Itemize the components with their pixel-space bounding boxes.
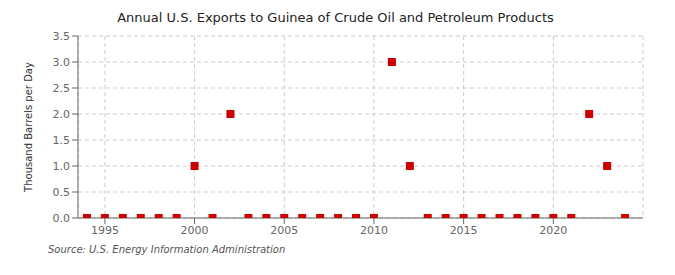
- svg-text:2020: 2020: [539, 224, 567, 237]
- svg-text:Thousand Barrels per Day: Thousand Barrels per Day: [23, 62, 34, 193]
- svg-text:2015: 2015: [450, 224, 478, 237]
- svg-text:1995: 1995: [91, 224, 119, 237]
- html-text:Annual U.S. Exports to Guinea: Annual U.S. Exports to Guinea of Crude O…: [117, 10, 554, 25]
- svg-text:2.0: 2.0: [53, 108, 71, 121]
- svg-text:3.5: 3.5: [53, 30, 71, 43]
- svg-text:0.0: 0.0: [53, 212, 71, 225]
- svg-text:1.5: 1.5: [53, 134, 71, 147]
- svg-text:2000: 2000: [181, 224, 209, 237]
- svg-text:1.0: 1.0: [53, 160, 71, 173]
- html-text:Source: U.S. Energy Informatio: Source: U.S. Energy Information Administ…: [48, 244, 286, 255]
- svg-text:2.5: 2.5: [53, 82, 71, 95]
- svg-text:2005: 2005: [270, 224, 298, 237]
- svg-text:2010: 2010: [360, 224, 388, 237]
- svg-text:0.5: 0.5: [53, 186, 71, 199]
- svg-text:3.0: 3.0: [53, 56, 71, 69]
